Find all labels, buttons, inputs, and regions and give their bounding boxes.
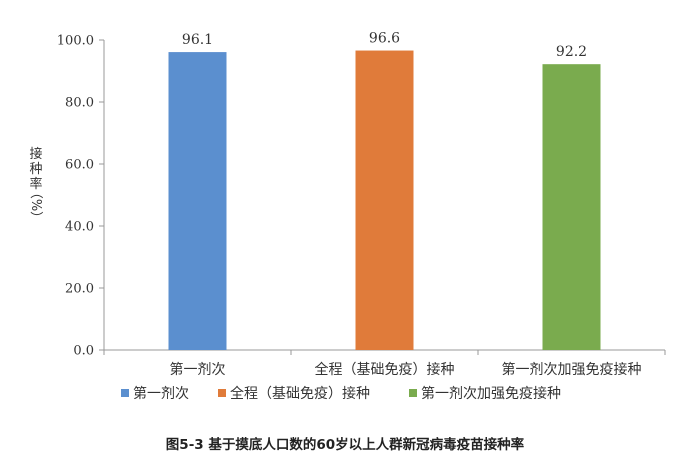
legend-label: 第一剂次加强免疫接种 <box>421 385 561 402</box>
y-tick-label: 100.0 <box>57 34 94 49</box>
legend-swatch <box>218 389 226 397</box>
data-label: 96.6 <box>369 31 400 47</box>
legend-swatch <box>409 389 417 397</box>
data-label: 96.1 <box>182 32 213 48</box>
data-labels: 96.1 96.6 92.2 <box>182 31 587 61</box>
legend-label: 全程（基础免疫）接种 <box>230 385 370 402</box>
y-tick-label: 60.0 <box>65 158 94 173</box>
y-axis-title-char: 率 <box>29 176 42 192</box>
y-axis-title-char: 接 <box>29 146 42 162</box>
category-label: 第一剂次 <box>170 361 226 378</box>
x-axis <box>103 349 666 355</box>
category-labels: 第一剂次 全程（基础免疫）接种 第一剂次加强免疫接种 <box>170 361 642 378</box>
y-tick-label: 40.0 <box>65 220 94 235</box>
category-label: 第一剂次加强免疫接种 <box>502 361 642 378</box>
chart: 0.0 20.0 40.0 60.0 80.0 100.0 96.1 96.6 92.2 第一… <box>28 31 666 402</box>
y-axis: 0.0 20.0 40.0 60.0 80.0 100.0 <box>57 34 105 359</box>
figure-caption: 图5-3 基于摸底人口数的60岁以上人群新冠病毒疫苗接种率 <box>165 437 525 453</box>
bar <box>168 52 227 351</box>
bar <box>355 50 414 350</box>
legend-label: 第一剂次 <box>133 385 189 402</box>
category-label: 全程（基础免疫）接种 <box>315 361 455 378</box>
legend-swatch <box>121 389 129 397</box>
legend: 第一剂次 全程（基础免疫）接种 第一剂次加强免疫接种 <box>121 385 561 402</box>
y-axis-title: 接种率（%） <box>28 146 43 224</box>
data-label: 92.2 <box>556 44 587 60</box>
y-axis-title-unit: （%） <box>28 186 43 224</box>
y-tick-label: 80.0 <box>65 96 94 111</box>
bar <box>542 64 601 351</box>
bars <box>168 50 601 351</box>
y-tick-label: 0.0 <box>73 344 94 359</box>
y-axis-title-char: 种 <box>29 162 42 177</box>
y-tick-label: 20.0 <box>65 282 94 297</box>
